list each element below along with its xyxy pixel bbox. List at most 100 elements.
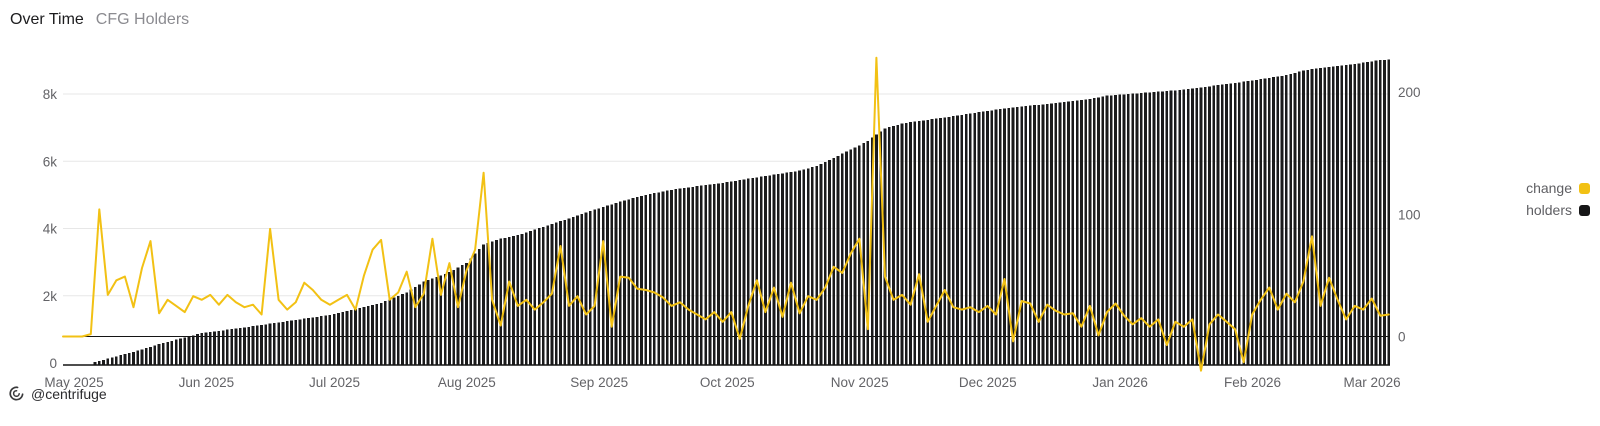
holders-bar	[460, 265, 464, 365]
holders-bar	[554, 222, 558, 365]
holders-bar	[546, 225, 549, 365]
holders-bar	[166, 341, 169, 365]
holders-bar	[811, 167, 814, 365]
holders-bar	[1280, 75, 1284, 365]
holders-bar	[947, 116, 951, 365]
holders-bar	[1319, 67, 1322, 366]
holders-bar	[127, 353, 131, 365]
holders-bar	[640, 196, 643, 365]
holders-bar	[1310, 69, 1314, 366]
holders-bar	[793, 171, 797, 365]
change-swatch-icon	[1579, 182, 1590, 194]
holders-bar	[123, 354, 127, 365]
holders-bar	[456, 267, 460, 365]
holders-bar	[823, 161, 827, 365]
y-axis-right-tick: 0	[1398, 330, 1406, 345]
watermark-text: @centrifuge	[31, 385, 107, 402]
holders-bar	[806, 168, 810, 365]
holders-bar	[588, 211, 592, 365]
holders-bar	[1050, 103, 1053, 365]
x-axis-month-label: Sep 2025	[570, 375, 628, 390]
holders-bar	[217, 330, 221, 365]
holders-bar	[700, 185, 703, 365]
holders-bar	[853, 147, 857, 365]
y-axis-right-tick: 200	[1398, 85, 1421, 100]
holders-bar	[627, 199, 631, 365]
page-title: Over Time	[10, 11, 84, 28]
holders-bar	[1131, 93, 1134, 365]
holders-bar	[1267, 77, 1271, 366]
holders-bar	[802, 169, 806, 365]
holders-bar	[281, 321, 285, 365]
holders-bar	[896, 124, 900, 366]
legend-item-change[interactable]: change	[1526, 180, 1590, 196]
holders-bar	[746, 178, 750, 365]
holders-bar	[1238, 82, 1241, 365]
holders-bar	[174, 339, 178, 365]
x-axis-month-label: May 2025	[44, 375, 103, 390]
holders-bar	[435, 276, 438, 365]
holders-bar	[1229, 83, 1233, 366]
holders-bar	[452, 269, 456, 365]
holders-bar	[392, 297, 396, 365]
holders-bar	[883, 128, 887, 365]
holders-bar	[1101, 96, 1105, 366]
holders-bar	[1097, 97, 1100, 366]
holders-bar	[593, 209, 596, 365]
holders-bar	[1349, 64, 1352, 366]
holders-bar	[251, 326, 255, 365]
holders-bar	[221, 330, 225, 365]
holders-bar	[1020, 106, 1023, 365]
holders-bar	[1007, 108, 1011, 365]
holders-bar	[324, 315, 327, 365]
holders-bar	[1080, 100, 1083, 366]
holders-bar	[529, 231, 532, 365]
holders-bar	[768, 175, 772, 365]
holders-bar	[1289, 73, 1292, 366]
page-subtitle: CFG Holders	[95, 11, 190, 28]
holders-bar	[264, 324, 268, 365]
holders-bar	[712, 183, 716, 365]
holders-bar	[140, 349, 144, 365]
holders-bar	[751, 178, 754, 365]
legend-label-holders: holders	[1526, 202, 1572, 218]
holders-bar	[1336, 65, 1339, 366]
holders-bar	[734, 180, 737, 365]
holders-bar	[379, 302, 383, 365]
holders-bar	[657, 192, 661, 365]
holders-bar	[1208, 86, 1211, 366]
holders-bar	[431, 278, 434, 365]
holders-bar	[1127, 94, 1130, 365]
holders-bar	[1220, 84, 1224, 365]
holders-bar	[319, 316, 323, 365]
holders-bar	[1105, 95, 1109, 366]
centrifuge-logo-icon	[9, 386, 24, 401]
holders-bar	[426, 280, 430, 365]
holders-bar	[1135, 93, 1139, 365]
holders-bar	[349, 310, 353, 365]
holders-bar	[840, 153, 844, 365]
holders-bar	[759, 176, 763, 365]
holders-bar	[917, 120, 921, 366]
holders-bar	[93, 361, 97, 365]
holders-bar	[1195, 87, 1199, 365]
holders-bar	[277, 322, 280, 365]
holders-bar	[119, 355, 122, 365]
holders-bar	[409, 289, 413, 365]
legend-item-holders[interactable]: holders	[1526, 202, 1590, 218]
holders-bar	[366, 306, 370, 365]
holders-bar	[922, 120, 925, 365]
holders-bar	[208, 331, 212, 365]
holders-bar	[110, 357, 114, 365]
holders-bar	[1084, 99, 1088, 366]
holders-bar	[465, 262, 468, 365]
holders-bar	[631, 198, 635, 365]
holders-bar	[939, 118, 942, 365]
holders-bar	[1344, 65, 1348, 365]
holders-bar	[371, 304, 374, 365]
holders-swatch-icon	[1579, 204, 1590, 216]
holders-bar	[136, 350, 140, 365]
holders-bar	[200, 333, 204, 365]
holders-bar	[772, 174, 776, 365]
